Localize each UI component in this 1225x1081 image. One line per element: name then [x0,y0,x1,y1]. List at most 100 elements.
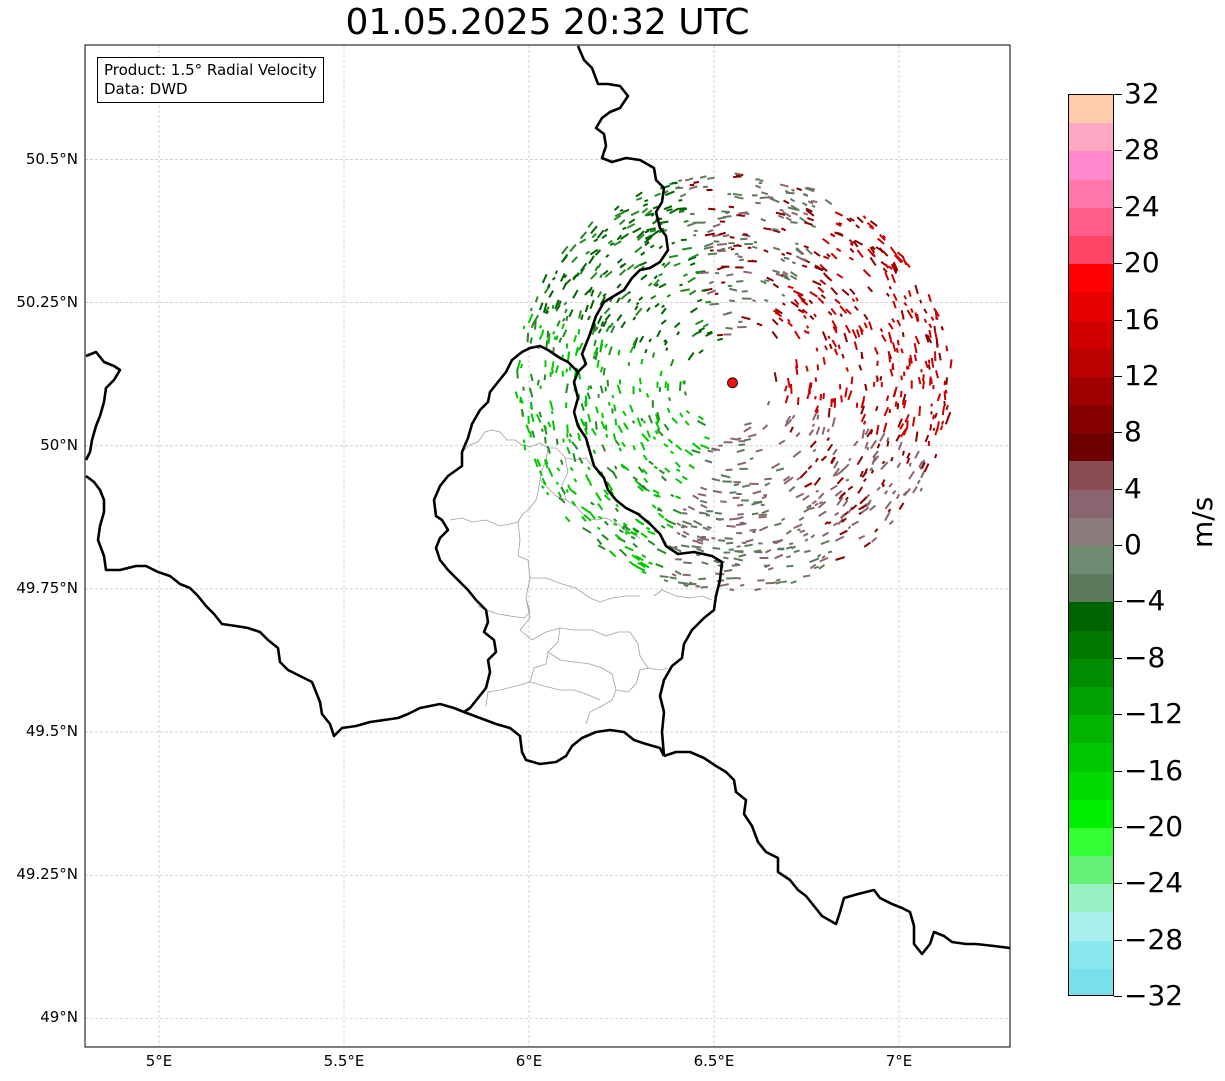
velocity-echo [653,275,658,280]
velocity-echo [631,420,636,424]
velocity-echo [675,495,682,500]
velocity-echo [717,337,724,342]
velocity-echo [558,496,562,501]
velocity-echo [689,184,695,187]
district-boundary [485,627,561,707]
velocity-echo [782,475,791,482]
velocity-echo [774,308,783,315]
velocity-echo [893,268,898,274]
velocity-echo [653,465,658,470]
luxembourg-districts [449,429,713,725]
velocity-echo [842,499,849,508]
velocity-echo [544,436,547,444]
velocity-echo [658,245,663,250]
velocity-echo [758,181,763,185]
velocity-echo [664,381,668,389]
velocity-echo [618,268,627,276]
velocity-echo [597,515,603,520]
velocity-echo [806,391,811,400]
velocity-echo [781,227,787,232]
colorbar-tick-label: 20 [1124,245,1160,279]
velocity-echo [806,209,815,217]
velocity-echo [802,574,811,578]
velocity-echo [587,221,594,229]
velocity-echo [832,467,840,478]
velocity-echo [632,445,636,451]
velocity-echo [866,221,874,229]
velocity-echo [567,351,571,357]
velocity-echo [557,491,563,498]
velocity-echo [885,292,890,297]
velocity-echo [722,234,730,238]
velocity-echo [910,308,914,314]
velocity-echo [788,485,796,493]
velocity-echo [843,332,849,343]
velocity-echo [675,468,681,472]
colorbar-tick-label: 12 [1124,358,1160,392]
velocity-echo [729,517,740,521]
velocity-echo [820,455,828,462]
velocity-echo [682,520,692,526]
velocity-echo [639,561,650,569]
velocity-echo [801,264,808,268]
velocity-echo [588,511,596,520]
colorbar-tick-label: −12 [1124,696,1184,730]
velocity-echo [702,526,708,530]
velocity-echo [540,485,545,490]
velocity-echo [806,504,812,509]
velocity-echo [781,252,786,257]
velocity-echo [830,252,838,260]
velocity-echo [861,429,866,439]
velocity-echo [607,239,613,245]
velocity-echo [668,397,671,402]
velocity-echo [864,502,871,508]
country-borders [84,45,1011,956]
velocity-echo [794,242,799,246]
velocity-echo [565,402,568,409]
velocity-echo [859,328,864,336]
velocity-echo [761,191,769,196]
velocity-echo [634,518,644,526]
velocity-echo [782,580,787,584]
velocity-echo [564,516,571,523]
colorbar-unit-label: m/s [1186,496,1219,548]
colorbar-tick-label: −16 [1124,753,1184,787]
colorbar-tick [1114,94,1122,95]
velocity-echo [583,513,592,522]
velocity-echo [640,251,646,256]
velocity-echo [538,331,544,340]
velocity-echo [913,354,918,362]
velocity-echo [685,178,690,182]
colorbar-segment [1069,912,1113,941]
velocity-echo [771,331,779,339]
velocity-echo [685,409,691,415]
velocity-echo [676,531,681,536]
velocity-echo [697,298,703,303]
velocity-echo [852,240,859,248]
colorbar-segment [1069,235,1113,265]
velocity-echo [687,276,696,284]
velocity-echo [688,177,694,181]
velocity-echo [860,351,864,360]
velocity-echo [678,179,683,182]
velocity-echo [891,318,896,323]
velocity-echo [880,479,886,486]
velocity-echo [698,577,707,581]
velocity-echo [691,449,701,454]
velocity-echo [555,438,559,445]
velocity-echo [899,390,903,398]
velocity-echo [618,218,626,226]
velocity-echo [616,234,623,241]
velocity-echo [684,420,690,426]
velocity-echo [691,442,701,451]
velocity-echo [736,437,742,441]
latitude-label: 49.75°N [16,578,78,597]
velocity-echo [813,313,817,318]
velocity-echo [844,324,851,334]
velocity-echo [544,360,547,368]
velocity-echo [806,187,813,191]
velocity-echo [772,309,780,315]
velocity-echo [816,364,820,371]
velocity-echo [837,344,841,350]
district-boundary [477,555,531,619]
